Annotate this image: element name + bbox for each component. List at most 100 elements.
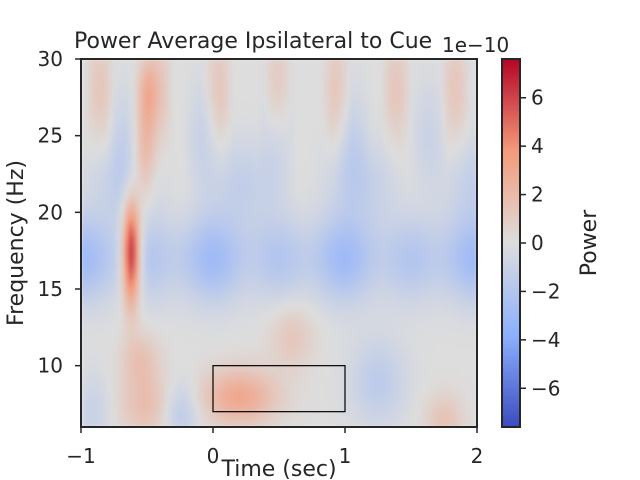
heatmap-cell (100, 423, 106, 427)
heatmap-cell (92, 174, 98, 179)
heatmap-cell (100, 124, 106, 129)
heatmap-cell (227, 365, 233, 371)
heatmap-cell (108, 319, 114, 325)
heatmap-cell (239, 143, 244, 148)
heatmap-cell (199, 97, 205, 102)
heatmap-cell (199, 381, 205, 386)
heatmap-cell (128, 66, 134, 72)
heatmap-cell (84, 358, 90, 363)
heatmap-cell (108, 231, 114, 236)
heatmap-cell (203, 266, 209, 271)
heatmap-cell (120, 312, 126, 317)
heatmap-cell (156, 70, 161, 75)
heatmap-cell (108, 361, 114, 367)
heatmap-cell (255, 70, 260, 75)
heatmap-cell (203, 358, 209, 363)
heatmap-cell (108, 89, 114, 95)
heatmap-cell (195, 407, 201, 413)
heatmap-cell (156, 415, 161, 420)
heatmap-cell (164, 342, 169, 348)
heatmap-cell (108, 373, 114, 378)
heatmap-cell (88, 407, 94, 413)
heatmap-cell (267, 162, 272, 167)
heatmap-cell (176, 335, 181, 340)
heatmap-cell (136, 250, 141, 256)
heatmap-cell (144, 377, 149, 382)
heatmap-cell (96, 308, 102, 313)
heatmap-cell (148, 331, 153, 336)
heatmap-cell (144, 354, 149, 359)
heatmap-cell (100, 419, 106, 424)
heatmap-cell (81, 216, 86, 221)
heatmap-cell (164, 235, 169, 240)
heatmap-cell (100, 388, 106, 394)
heatmap-cell (203, 277, 209, 282)
heatmap-cell (136, 116, 141, 121)
heatmap-cell (207, 185, 213, 190)
heatmap-cell (136, 350, 141, 355)
heatmap-cell (275, 78, 280, 83)
heatmap-cell (96, 285, 102, 290)
heatmap-cell (120, 300, 126, 305)
heatmap-cell (132, 289, 138, 294)
heatmap-cell (211, 331, 217, 336)
heatmap-cell (112, 128, 118, 133)
heatmap-cell (239, 124, 244, 129)
heatmap-cell (104, 411, 110, 417)
heatmap-cell (176, 101, 181, 106)
heatmap-cell (247, 220, 252, 225)
heatmap-cell (104, 335, 110, 340)
heatmap-cell (104, 177, 110, 183)
heatmap-cell (104, 101, 110, 106)
heatmap-cell (207, 266, 213, 271)
heatmap-cell (176, 166, 181, 171)
heatmap-cell (191, 185, 197, 190)
heatmap-cell (176, 289, 181, 294)
heatmap-cell (148, 62, 153, 68)
heatmap-cell (255, 354, 260, 359)
heatmap-cell (211, 124, 217, 129)
heatmap-cell (199, 59, 205, 64)
heatmap-cell (136, 59, 141, 64)
heatmap-cell (195, 361, 201, 367)
heatmap-cell (239, 101, 244, 106)
heatmap-cell (263, 174, 268, 179)
heatmap-cell (120, 289, 126, 294)
heatmap-cell (191, 170, 197, 175)
heatmap-cell (223, 269, 229, 275)
heatmap-cell (168, 300, 173, 305)
heatmap-cell (100, 373, 106, 378)
heatmap-cell (187, 66, 193, 72)
heatmap-cell (172, 277, 177, 282)
heatmap-cell (164, 70, 169, 75)
heatmap-cell (92, 308, 98, 313)
heatmap-cell (282, 369, 288, 374)
heatmap-cell (168, 189, 173, 194)
heatmap-cell (191, 338, 197, 344)
heatmap-cell (215, 358, 221, 363)
heatmap-cell (282, 296, 288, 302)
heatmap-cell (140, 158, 145, 164)
heatmap-cell (271, 315, 276, 321)
heatmap-cell (92, 166, 98, 171)
heatmap-cell (231, 361, 237, 367)
heatmap-cell (282, 193, 288, 198)
heatmap-cell (195, 342, 201, 348)
heatmap-cell (199, 101, 205, 106)
heatmap-cell (132, 358, 138, 363)
heatmap-cell (195, 312, 201, 317)
heatmap-cell (81, 342, 86, 348)
heatmap-cell (124, 197, 130, 202)
heatmap-cell (164, 147, 169, 152)
heatmap-cell (96, 231, 102, 236)
heatmap-cell (203, 166, 209, 171)
heatmap-cell (215, 285, 221, 290)
heatmap-cell (152, 200, 157, 206)
heatmap-cell (164, 381, 169, 386)
heatmap-cell (84, 338, 90, 344)
heatmap-cell (231, 74, 237, 79)
heatmap-cell (96, 139, 102, 144)
heatmap-cell (104, 246, 110, 252)
heatmap-cell (92, 365, 98, 371)
heatmap-cell (191, 373, 197, 378)
